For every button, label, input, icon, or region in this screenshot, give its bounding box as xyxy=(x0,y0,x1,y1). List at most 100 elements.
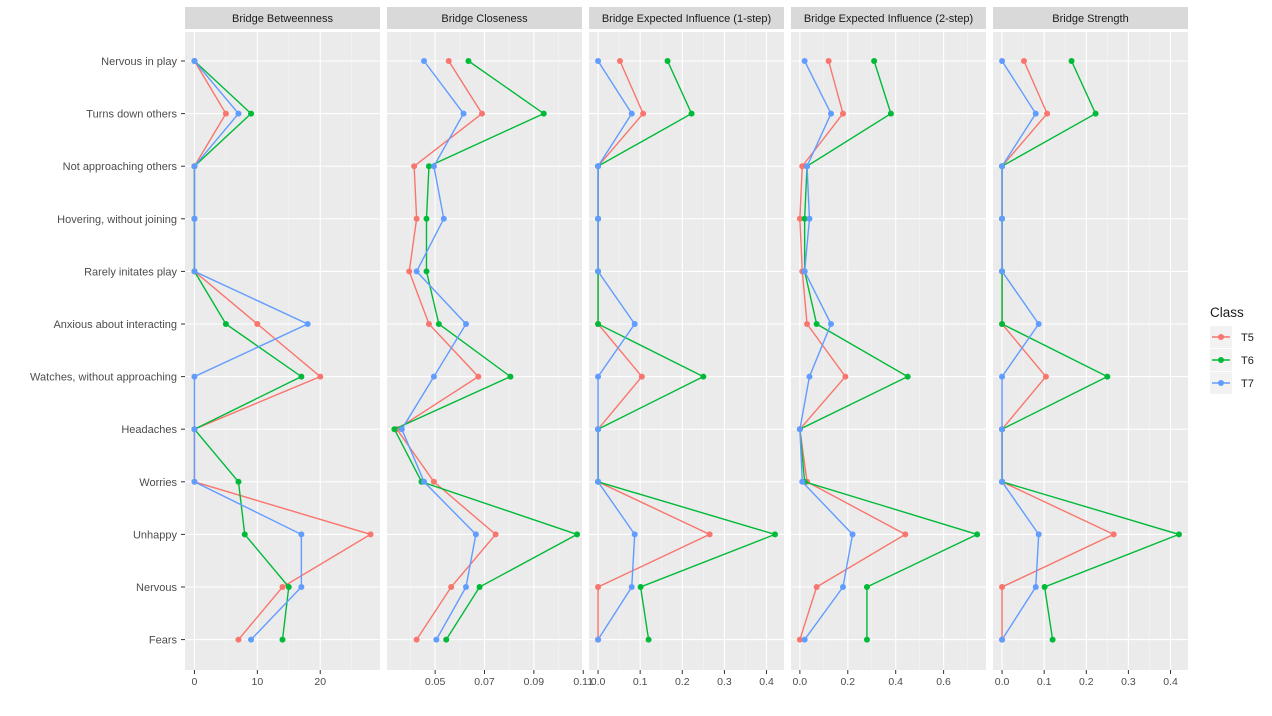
data-point-t7 xyxy=(828,321,835,327)
data-point-t5 xyxy=(367,531,374,538)
data-point-t7 xyxy=(595,58,602,64)
facet-title: Bridge Expected Influence (2-step) xyxy=(804,13,973,25)
y-tick-label-fears: Fears xyxy=(149,635,178,647)
data-point-t7 xyxy=(1032,110,1039,117)
y-tick-label-not-approaching-others: Not approaching others xyxy=(63,161,178,173)
data-point-t7 xyxy=(801,636,808,643)
series-line-t6 xyxy=(393,60,579,640)
data-point-t7 xyxy=(999,163,1006,170)
data-point-t7 xyxy=(595,268,602,275)
data-point-t6 xyxy=(1041,584,1048,590)
facet-title: Bridge Betweenness xyxy=(232,13,333,25)
series-line-t7 xyxy=(401,60,477,640)
data-point-t7 xyxy=(595,163,602,170)
data-point-t6 xyxy=(1175,531,1182,538)
x-tick-label: 0 xyxy=(192,676,198,688)
x-tick-label: 0.4 xyxy=(1163,676,1178,688)
legend-title: Class xyxy=(1210,305,1244,320)
data-point-t6 xyxy=(645,636,652,643)
data-point-t6 xyxy=(425,163,432,170)
data-point-t7 xyxy=(999,58,1006,64)
data-point-t5 xyxy=(796,215,803,222)
y-tick-label-nervous-in-play: Nervous in play xyxy=(101,56,177,68)
data-point-t7 xyxy=(248,636,255,643)
x-tick-label: 10 xyxy=(251,676,263,688)
data-point-t7 xyxy=(999,636,1006,643)
legend-label-t6: T6 xyxy=(1241,355,1254,367)
data-point-t7 xyxy=(413,268,420,275)
data-point-t7 xyxy=(999,478,1006,485)
data-point-t5 xyxy=(638,373,645,380)
y-tick-label-watches-without-approaching: Watches, without approaching xyxy=(30,372,177,384)
data-point-t7 xyxy=(595,426,602,433)
legend-key-point-t7 xyxy=(1218,380,1224,386)
facet-bridge-strength: Bridge Strength 0.0 0.1 0.2 0.3 0.4 xyxy=(993,7,1188,688)
data-point-t5 xyxy=(235,636,242,643)
data-point-t7 xyxy=(839,584,846,590)
legend-key-point-t5 xyxy=(1218,334,1224,340)
data-point-t7 xyxy=(595,373,602,380)
data-point-t7 xyxy=(298,531,305,538)
x-tick-label: 0.2 xyxy=(1079,676,1094,688)
facet-bridge-expected-influence-2-step: Bridge Expected Influence (2-step) 0.0 0.2… xyxy=(791,7,986,688)
data-point-t5 xyxy=(842,373,849,380)
data-point-t6 xyxy=(423,215,430,222)
data-point-t7 xyxy=(999,215,1006,222)
data-point-t5 xyxy=(279,584,286,590)
data-point-t6 xyxy=(435,321,442,327)
facet-strip xyxy=(589,7,784,29)
data-point-t6 xyxy=(999,321,1006,327)
data-point-t7 xyxy=(191,268,198,275)
series-line-t5 xyxy=(193,60,373,641)
series-line-t6 xyxy=(799,60,980,640)
x-tick-label: 0.0 xyxy=(591,676,606,688)
facet-title: Bridge Expected Influence (1-step) xyxy=(602,13,771,25)
facet-title: Bridge Closeness xyxy=(441,13,528,25)
data-point-t6 xyxy=(771,531,778,538)
data-point-t6 xyxy=(476,584,483,590)
data-point-t6 xyxy=(298,373,305,380)
data-point-t7 xyxy=(462,321,469,327)
data-point-t6 xyxy=(279,636,286,643)
data-point-t7 xyxy=(1035,321,1042,327)
data-point-t6 xyxy=(235,478,242,485)
series-line-t6 xyxy=(193,60,303,640)
panel-background xyxy=(589,32,784,670)
data-point-t7 xyxy=(999,426,1006,433)
data-point-t6 xyxy=(904,373,911,380)
data-point-t7 xyxy=(628,584,635,590)
data-point-t6 xyxy=(241,531,248,538)
data-point-t7 xyxy=(804,163,811,170)
data-point-t7 xyxy=(460,110,467,117)
data-point-t7 xyxy=(440,215,447,222)
x-tick-label: 0.05 xyxy=(425,676,446,688)
data-point-t7 xyxy=(191,478,198,485)
data-point-t5 xyxy=(799,163,806,170)
data-point-t6 xyxy=(1049,636,1056,643)
data-point-t5 xyxy=(425,321,432,327)
data-point-t6 xyxy=(222,321,229,327)
data-point-t7 xyxy=(595,215,602,222)
data-point-t6 xyxy=(574,531,581,538)
data-point-t7 xyxy=(304,321,311,327)
data-point-t6 xyxy=(887,110,894,117)
x-tick-label: 0.4 xyxy=(888,676,903,688)
y-tick-label-turns-down-others: Turns down others xyxy=(86,109,177,121)
data-point-t5 xyxy=(479,110,486,117)
data-point-t5 xyxy=(492,531,499,538)
data-point-t6 xyxy=(540,110,547,117)
data-point-t5 xyxy=(1042,373,1049,380)
data-point-t5 xyxy=(1020,58,1027,64)
data-point-t7 xyxy=(421,478,428,485)
x-tick-label: 0.3 xyxy=(717,676,732,688)
y-tick-label-unhappy: Unhappy xyxy=(133,529,178,541)
data-point-t7 xyxy=(631,321,638,327)
panel-background xyxy=(185,32,380,670)
data-point-t6 xyxy=(285,584,292,590)
data-point-t7 xyxy=(595,478,602,485)
series-line-t6 xyxy=(1001,60,1182,640)
data-point-t7 xyxy=(801,268,808,275)
data-point-t6 xyxy=(1068,58,1075,64)
data-point-t7 xyxy=(828,110,835,117)
x-tick-label: 0.09 xyxy=(524,676,545,688)
